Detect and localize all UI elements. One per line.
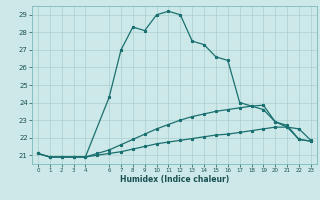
- X-axis label: Humidex (Indice chaleur): Humidex (Indice chaleur): [120, 175, 229, 184]
